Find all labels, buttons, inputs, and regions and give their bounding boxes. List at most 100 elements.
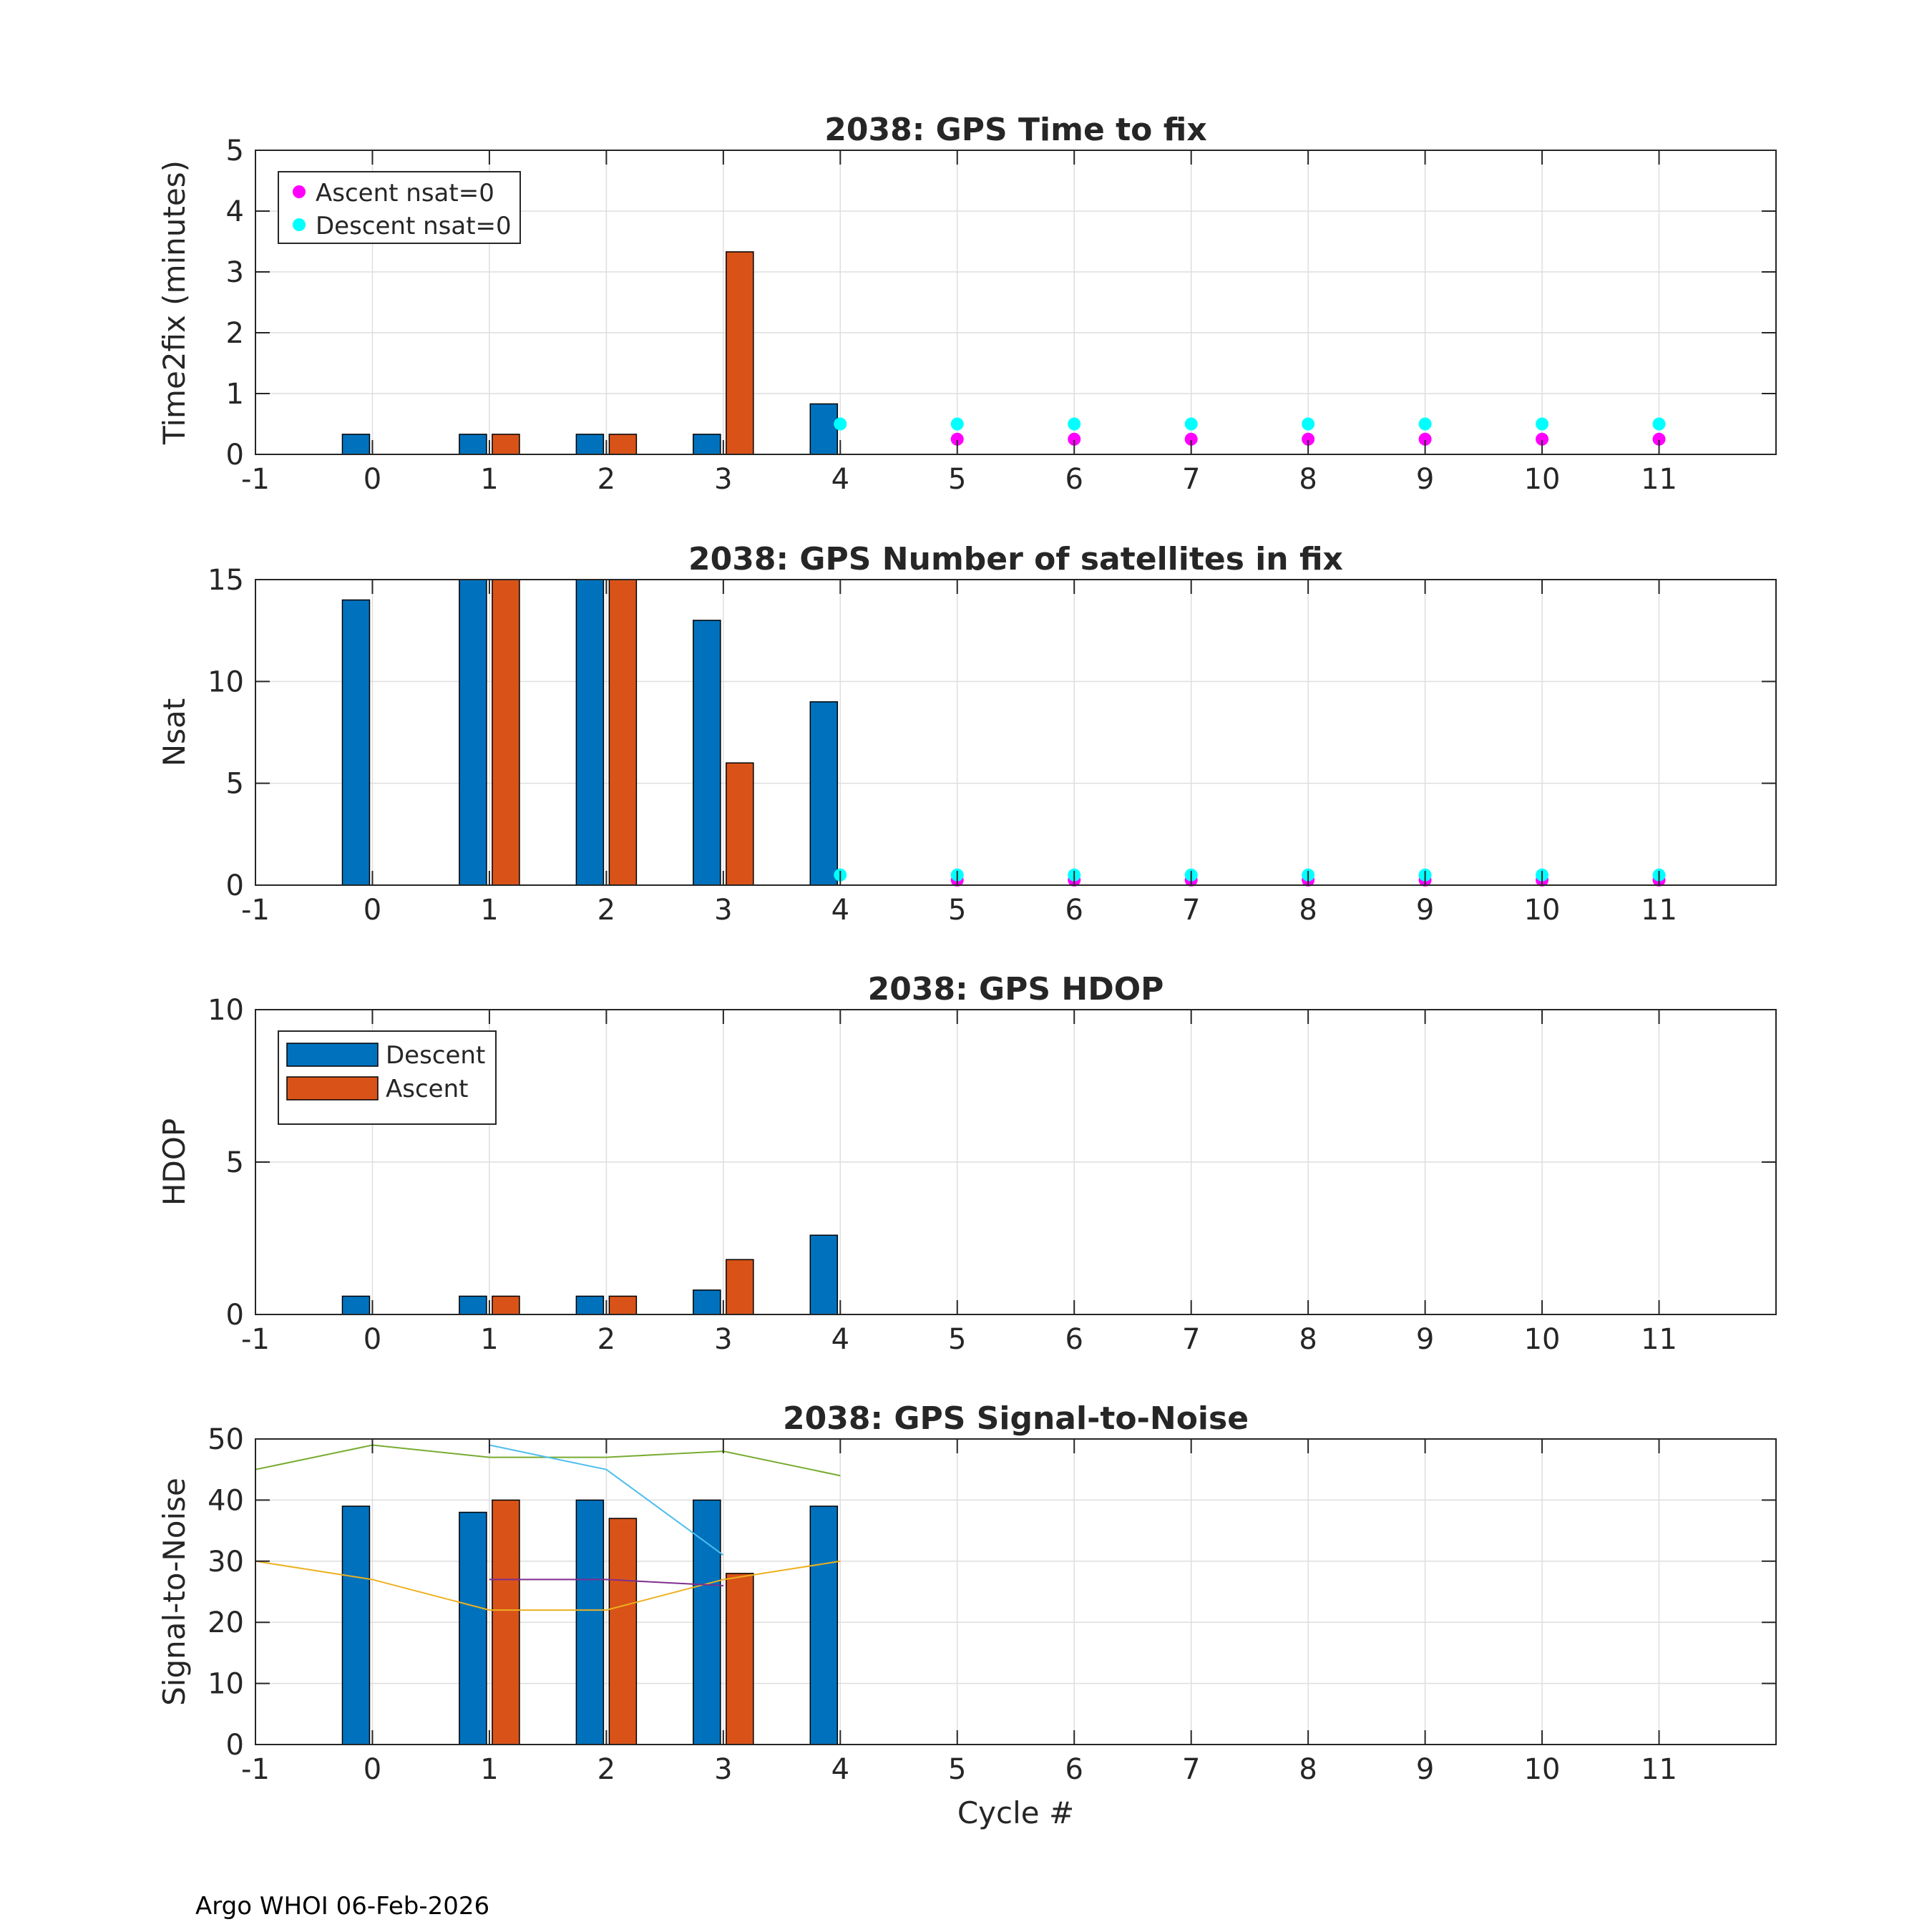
x-tick-label: 3 bbox=[714, 1753, 732, 1786]
y-tick-label: 10 bbox=[208, 665, 244, 698]
x-tick-label: 9 bbox=[1416, 1753, 1434, 1786]
x-axis-label: Cycle # bbox=[957, 1795, 1074, 1830]
x-tick-label: 5 bbox=[948, 1753, 966, 1786]
x-tick-label: -1 bbox=[241, 1753, 270, 1786]
axes-box bbox=[255, 579, 1777, 886]
bar-descent-cycle-2 bbox=[575, 1499, 605, 1745]
bar-ascent-cycle-2 bbox=[608, 434, 638, 454]
legend: Ascent nsat=0 Descent nsat=0 bbox=[278, 171, 521, 244]
x-tick-label: 4 bbox=[831, 1753, 849, 1786]
y-tick-label: 50 bbox=[208, 1423, 244, 1456]
bar-ascent-cycle-1 bbox=[492, 1499, 520, 1745]
x-tick-label: 7 bbox=[1182, 894, 1200, 927]
y-axis-label: Signal-to-Noise bbox=[157, 1478, 192, 1706]
x-tick-label: 0 bbox=[364, 1753, 381, 1786]
point-ascent-nsat0-cycle-5 bbox=[950, 432, 964, 446]
point-ascent-nsat0-cycle-10 bbox=[1536, 432, 1549, 446]
bar-ascent-cycle-3 bbox=[726, 762, 754, 885]
point-descent-nsat0-cycle-6 bbox=[1068, 417, 1081, 431]
bar-descent-cycle-4 bbox=[809, 701, 839, 885]
x-tick-label: 8 bbox=[1299, 1753, 1317, 1786]
y-tick-label: 10 bbox=[208, 1668, 244, 1701]
y-tick-label: 5 bbox=[226, 1146, 244, 1179]
plot-area bbox=[341, 580, 839, 885]
bar-descent-cycle-4 bbox=[809, 1234, 839, 1314]
bar-descent-cycle-0 bbox=[341, 434, 371, 454]
y-tick-label: 15 bbox=[208, 564, 244, 597]
x-tick-label: 2 bbox=[597, 894, 615, 927]
bar-ascent-cycle-2 bbox=[608, 1518, 638, 1745]
x-tick-label: 8 bbox=[1299, 463, 1317, 496]
x-tick-label: 4 bbox=[831, 463, 849, 496]
point-ascent-nsat0-cycle-6 bbox=[1068, 432, 1081, 446]
x-tick-label: 1 bbox=[480, 1753, 498, 1786]
plot-area bbox=[341, 1234, 839, 1314]
y-tick-label: 30 bbox=[208, 1546, 244, 1579]
series-line-yellow bbox=[255, 1560, 841, 1611]
bar-descent-cycle-1 bbox=[459, 1511, 487, 1745]
bar-descent-cycle-4 bbox=[809, 1506, 839, 1745]
x-tick-label: 9 bbox=[1416, 1323, 1434, 1356]
bar-ascent-cycle-2 bbox=[608, 580, 638, 885]
x-tick-label: 5 bbox=[948, 894, 966, 927]
x-tick-label: 11 bbox=[1641, 1753, 1677, 1786]
x-tick-label: 8 bbox=[1299, 894, 1317, 927]
bar-ascent-cycle-1 bbox=[492, 580, 520, 885]
x-tick-label: 1 bbox=[480, 894, 498, 927]
point-ascent-nsat0-cycle-7 bbox=[1184, 432, 1198, 446]
bar-descent-cycle-1 bbox=[459, 434, 487, 454]
legend-label: Descent nsat=0 bbox=[316, 212, 512, 240]
bar-descent-cycle-1 bbox=[459, 1295, 487, 1314]
point-descent-nsat0-cycle-7 bbox=[1184, 417, 1198, 431]
bar-ascent-cycle-2 bbox=[608, 1295, 638, 1314]
x-tick-label: 5 bbox=[948, 463, 966, 496]
y-axis-label: HDOP bbox=[157, 1118, 192, 1206]
plot-area bbox=[255, 1444, 841, 1745]
bar-descent-cycle-3 bbox=[693, 1289, 721, 1314]
x-tick-label: -1 bbox=[241, 463, 270, 496]
x-tick-label: 10 bbox=[1524, 1753, 1561, 1786]
bar-ascent-cycle-1 bbox=[492, 434, 520, 454]
chart-title: 2038: GPS Signal-to-Noise bbox=[783, 1400, 1249, 1437]
point-descent-nsat0-cycle-10 bbox=[1536, 417, 1549, 431]
x-tick-label: 10 bbox=[1524, 463, 1561, 496]
x-tick-label: 7 bbox=[1182, 1753, 1200, 1786]
footer-text: Argo WHOI 06-Feb-2026 bbox=[195, 1892, 490, 1921]
x-tick-label: 6 bbox=[1065, 1323, 1083, 1356]
legend-box bbox=[278, 171, 521, 244]
legend-marker bbox=[293, 218, 306, 231]
axes-box bbox=[255, 1438, 1777, 1745]
point-descent-nsat0-cycle-9 bbox=[1418, 417, 1432, 431]
y-tick-label: 1 bbox=[226, 378, 244, 411]
x-tick-label: 6 bbox=[1065, 894, 1083, 927]
plot-area bbox=[341, 251, 839, 454]
legend-marker bbox=[293, 185, 306, 198]
x-tick-label: -1 bbox=[241, 1323, 270, 1356]
x-tick-label: 10 bbox=[1524, 1323, 1561, 1356]
chart-title: 2038: GPS Time to fix bbox=[824, 112, 1206, 148]
x-tick-label: 3 bbox=[714, 463, 732, 496]
y-tick-label: 5 bbox=[226, 135, 244, 167]
x-tick-label: 4 bbox=[831, 894, 849, 927]
x-tick-label: 11 bbox=[1641, 463, 1677, 496]
x-tick-label: 4 bbox=[831, 1323, 849, 1356]
x-tick-label: 9 bbox=[1416, 463, 1434, 496]
y-axis-label: Nsat bbox=[157, 698, 192, 767]
point-ascent-nsat0-cycle-9 bbox=[1418, 432, 1432, 446]
y-tick-label: 0 bbox=[226, 1299, 244, 1332]
x-tick-label: 6 bbox=[1065, 463, 1083, 496]
x-tick-label: 6 bbox=[1065, 1753, 1083, 1786]
y-tick-label: 0 bbox=[226, 439, 244, 472]
bar-descent-cycle-3 bbox=[693, 434, 721, 454]
x-tick-label: 5 bbox=[948, 1323, 966, 1356]
x-tick-label: 3 bbox=[714, 894, 732, 927]
x-tick-label: 7 bbox=[1182, 463, 1200, 496]
legend-swatch bbox=[286, 1043, 379, 1067]
x-tick-label: 0 bbox=[364, 463, 381, 496]
bar-descent-cycle-1 bbox=[459, 580, 487, 885]
legend: Descent Ascent bbox=[278, 1030, 497, 1125]
